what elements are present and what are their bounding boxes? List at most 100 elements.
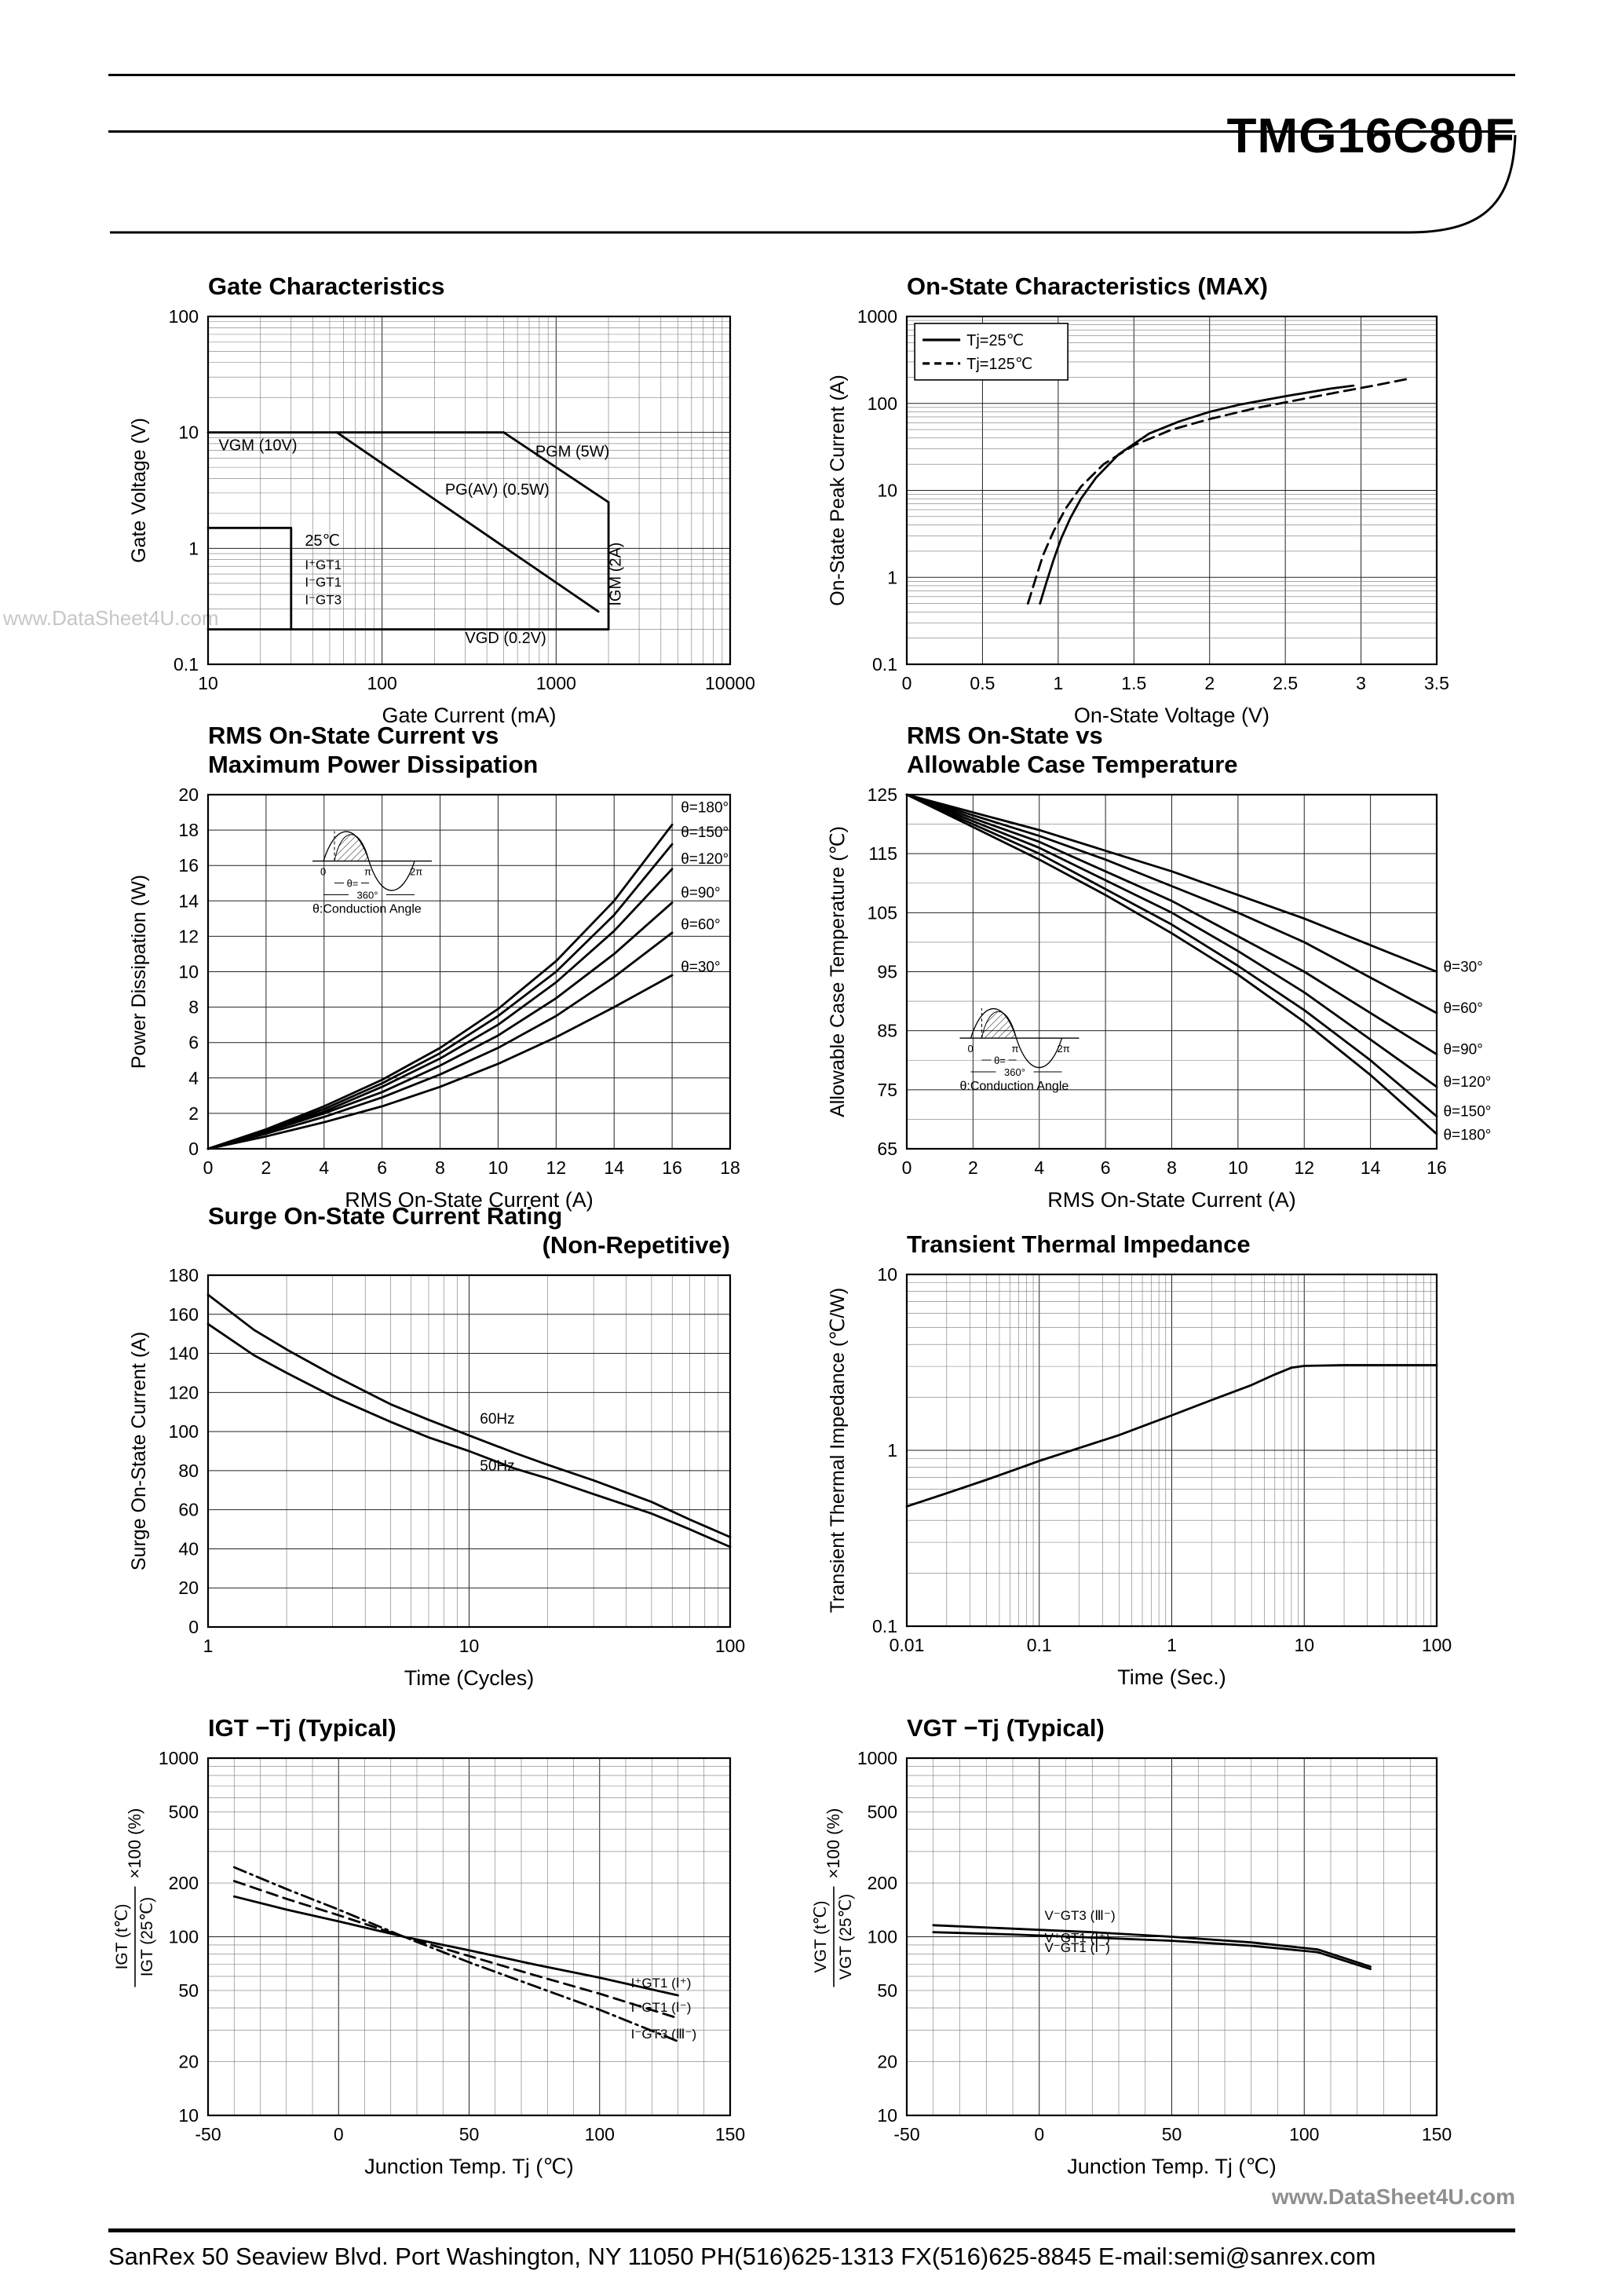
svg-text:-50: -50 bbox=[195, 2124, 221, 2144]
svg-text:4: 4 bbox=[1034, 1157, 1044, 1178]
svg-text:0: 0 bbox=[902, 1157, 912, 1178]
annotation: I⁻GT3 bbox=[305, 592, 342, 607]
grid bbox=[207, 1757, 731, 2116]
chart-title: On-State Characteristics (MAX) bbox=[907, 272, 1429, 301]
svg-text:115: 115 bbox=[868, 843, 897, 864]
series-PGAV-0.5W bbox=[335, 431, 600, 613]
chart-title: RMS On-State Current vs Maximum Power Di… bbox=[208, 721, 730, 779]
series-V-GT1 bbox=[932, 1931, 1372, 1971]
svg-text:100: 100 bbox=[1289, 2124, 1319, 2144]
svg-text:-50: -50 bbox=[893, 2124, 919, 2144]
svg-text:10: 10 bbox=[877, 1264, 897, 1285]
svg-text:160: 160 bbox=[169, 1304, 199, 1325]
svg-text:4: 4 bbox=[319, 1157, 329, 1178]
annotation: V⁺GT1 (Ⅰ⁺) bbox=[1045, 1931, 1110, 1946]
chart-transient-thermal-impedance: Transient Thermal Impedance 0.01 0.1 1 10 10… bbox=[816, 1230, 1554, 1713]
series-I-GT1 bbox=[232, 1880, 679, 2020]
svg-text:0: 0 bbox=[188, 1617, 199, 1637]
series-theta-120 bbox=[206, 868, 674, 1150]
series-theta-150 bbox=[905, 793, 1438, 1118]
conduction-angle-inset: 0 π 2π θ=360° θ:Conduction Angle bbox=[312, 831, 432, 916]
svg-text:1: 1 bbox=[203, 1636, 214, 1656]
chart-title-line1: Gate Characteristics bbox=[208, 272, 445, 300]
chart-igt-tj: IGT −Tj (Typical) -50 0 50 100 150 10 20 50 100 2… bbox=[113, 1713, 848, 2202]
svg-text:80: 80 bbox=[178, 1461, 199, 1481]
svg-text:10000: 10000 bbox=[705, 673, 755, 693]
header-top-rule bbox=[108, 74, 1515, 76]
svg-text:Tj=125℃: Tj=125℃ bbox=[966, 356, 1032, 373]
svg-text:50: 50 bbox=[1162, 2124, 1182, 2144]
series-theta-30 bbox=[206, 974, 674, 1150]
chart-title-line1: Surge On-State Current Rating bbox=[208, 1202, 563, 1230]
on-state-characteristics-plot: 0 0.5 1 1.5 2 2.5 3 3.5 0.1 1 10 100 1000 On-State Vo… bbox=[827, 306, 1449, 727]
svg-text:50: 50 bbox=[178, 1980, 199, 2001]
grid bbox=[906, 1274, 1438, 1627]
plot-area: 10 100 1000 10000 0.1 1 10 100 Gate Current (mA)… bbox=[128, 306, 755, 727]
x-axis-title: Time (Sec.) bbox=[1117, 1665, 1226, 1689]
svg-text:0.5: 0.5 bbox=[970, 673, 995, 693]
svg-text:0.1: 0.1 bbox=[174, 654, 199, 675]
annotation: θ=90° bbox=[681, 885, 720, 901]
svg-text:VGT (25℃): VGT (25℃) bbox=[837, 1894, 855, 1980]
y-axis-title: Gate Voltage (V) bbox=[128, 418, 150, 563]
x-axis-title: Junction Temp. Tj (℃) bbox=[1067, 2155, 1276, 2178]
watermark-bottom: www.DataSheet4U.com bbox=[1271, 2184, 1515, 2209]
plot-area: 1 10 100 0 20 40 60 80 100 120 140 160 180 Time (Cycl… bbox=[128, 1265, 745, 1690]
grid bbox=[906, 316, 1438, 665]
svg-text:95: 95 bbox=[877, 962, 897, 982]
svg-text:100: 100 bbox=[585, 2124, 615, 2144]
tick-labels: 0 0.5 1 1.5 2 2.5 3 3.5 0.1 1 10 100 1000 bbox=[857, 306, 1449, 693]
plot-border bbox=[905, 1273, 1438, 1628]
svg-text:18: 18 bbox=[720, 1157, 740, 1178]
tick-labels: 0 2 4 6 8 10 12 14 16 18 0 2 4 6 8 10 12 14 16 18 20 bbox=[178, 784, 740, 1178]
x-axis-title: On-State Voltage (V) bbox=[1074, 704, 1269, 727]
series-theta-60 bbox=[206, 931, 674, 1150]
svg-text:2: 2 bbox=[968, 1157, 978, 1178]
vgt-tj-plot: -50 0 50 100 150 10 20 50 100 200 500 1000 Junction … bbox=[812, 1748, 1452, 2178]
chart-surge-current: Surge On-State Current Rating (Non-Repet… bbox=[118, 1201, 848, 1713]
annotation: PGM (5W) bbox=[535, 443, 609, 460]
annotation: I⁺GT1 bbox=[305, 558, 342, 572]
svg-text:100: 100 bbox=[169, 306, 199, 327]
tick-labels: 0 2 4 6 8 10 12 14 16 65 75 85 95 105 115 125 bbox=[868, 784, 1447, 1178]
series-I-GT3 bbox=[232, 1866, 679, 2043]
svg-text:Tj=25℃: Tj=25℃ bbox=[966, 332, 1024, 349]
annotation: I⁻GT1 (Ⅰ⁻) bbox=[631, 2000, 692, 2015]
svg-text:180: 180 bbox=[169, 1265, 199, 1285]
annotation: PG(AV) (0.5W) bbox=[445, 481, 550, 499]
svg-text:100: 100 bbox=[868, 393, 897, 414]
svg-text:6: 6 bbox=[1101, 1157, 1111, 1178]
svg-text:0.1: 0.1 bbox=[1027, 1635, 1052, 1655]
series-theta-120 bbox=[905, 793, 1438, 1088]
x-axis-title: Gate Current (mA) bbox=[382, 704, 556, 727]
svg-text:1: 1 bbox=[1167, 1635, 1177, 1655]
y-axis-title: Power Dissipation (W) bbox=[128, 875, 150, 1069]
svg-text:10: 10 bbox=[877, 481, 897, 501]
svg-text:120: 120 bbox=[169, 1382, 199, 1402]
svg-text:16: 16 bbox=[662, 1157, 682, 1178]
svg-text:10: 10 bbox=[198, 673, 218, 693]
annotation: 50Hz bbox=[480, 1458, 514, 1475]
svg-text:0: 0 bbox=[188, 1139, 199, 1159]
series-Tj-125C bbox=[1026, 378, 1408, 605]
x-axis-title: RMS On-State Current (A) bbox=[1047, 1188, 1296, 1212]
svg-text:1: 1 bbox=[1053, 673, 1063, 693]
svg-text:12: 12 bbox=[546, 1157, 567, 1178]
svg-text:16: 16 bbox=[178, 855, 199, 876]
svg-text:10: 10 bbox=[178, 962, 199, 982]
plot-border bbox=[206, 315, 732, 666]
svg-text:2π: 2π bbox=[410, 866, 422, 878]
chart-vgt-tj: VGT −Tj (Typical) -50 0 50 100 150 10 20 50 100 2… bbox=[812, 1713, 1554, 2202]
y-axis-title: Allowable Case Temperature (℃) bbox=[827, 826, 849, 1117]
svg-text:125: 125 bbox=[868, 784, 897, 805]
chart-title: Gate Characteristics bbox=[208, 272, 730, 301]
svg-text:IGT (25℃): IGT (25℃) bbox=[138, 1897, 156, 1976]
tick-labels: 1 10 100 0 20 40 60 80 100 120 140 160 180 bbox=[169, 1265, 746, 1656]
svg-text:60: 60 bbox=[178, 1500, 199, 1520]
svg-text:14: 14 bbox=[178, 890, 199, 911]
footer-address: SanRex 50 Seaview Blvd. Port Washington,… bbox=[108, 2243, 1376, 2270]
svg-text:50: 50 bbox=[877, 1980, 897, 2001]
chart-title-line2: (Non-Repetitive) bbox=[542, 1231, 730, 1259]
annotation: IGM (2A) bbox=[608, 543, 625, 606]
tick-labels: -50 0 50 100 150 10 20 50 100 200 500 1000 bbox=[159, 1748, 745, 2144]
